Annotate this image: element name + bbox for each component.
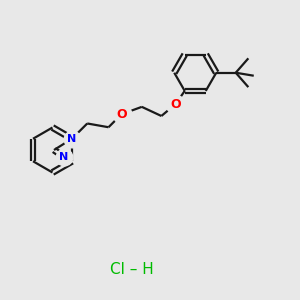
Text: N: N <box>59 152 68 161</box>
Text: Cl – H: Cl – H <box>110 262 154 278</box>
Text: O: O <box>116 108 127 121</box>
Text: N: N <box>68 134 76 144</box>
Text: O: O <box>170 98 181 111</box>
